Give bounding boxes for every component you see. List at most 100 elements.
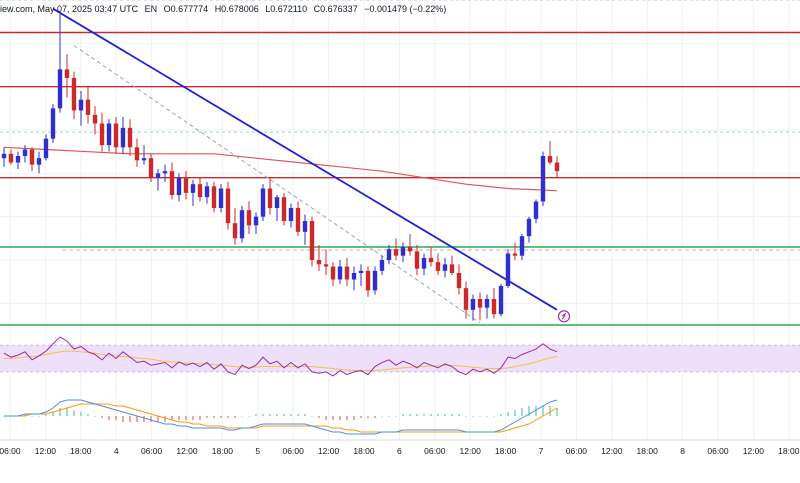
channel-dashed-trendline [73,45,481,324]
candle-body [442,264,448,271]
time-tick-label: 06:00 [707,446,729,456]
macd-histogram-bar [493,416,495,417]
macd-histogram-bar [241,416,243,417]
time-tick-label: 18:00 [353,446,375,456]
macd-signal-line [4,403,558,433]
moving-average-line [3,146,558,192]
macd-histogram-bar [108,416,110,420]
time-tick-label: 12:00 [318,446,340,456]
candle-body [50,108,56,139]
macd-histogram-bar [178,416,180,420]
candle-body [211,186,217,208]
macd-histogram-bar [136,416,138,422]
macd-histogram-bar [318,416,320,418]
candle-body [141,158,147,161]
time-tick-label: 7 [539,446,544,456]
candle-body [183,177,189,193]
time-tick-label: 8 [680,446,685,456]
candle-body [484,299,490,308]
candle-body [505,253,511,286]
candle-body [57,69,63,109]
macd-histogram-bar [199,416,201,420]
macd-histogram-bar [276,414,278,416]
candle-body [204,186,210,198]
macd-histogram-bar [129,416,131,422]
time-tick-label: 06:00 [566,446,588,456]
bearish-trendline [52,7,558,311]
candle-body [372,270,378,291]
ohlc-header: iew.com, May 07, 2025 03:47 UTC EN O0.67… [0,4,450,14]
candle-body [407,247,413,252]
candle-body [15,156,21,163]
candle-body [540,156,546,202]
candle-body [29,149,35,165]
candle-body [330,266,336,280]
time-tick-label: 18:00 [70,446,92,456]
macd-histogram-bar [150,416,152,422]
time-tick-label: 6 [397,446,402,456]
candle-body [512,253,518,256]
candle-body [421,257,427,269]
candle-body [176,177,182,195]
candle-body [225,188,231,224]
macd-histogram-bar [416,414,418,416]
macd-histogram-bar [465,416,467,417]
macd-histogram-bar [458,414,460,416]
alert-icon[interactable] [557,310,571,323]
rsi-ma-line [4,350,558,372]
time-tick-label: 06:00 [283,446,305,456]
macd-histogram-bar [157,416,159,422]
candle-body [169,171,175,195]
macd-histogram-bar [360,416,362,418]
candle-body [260,188,266,217]
macd-histogram-bar [388,416,390,417]
macd-histogram-bar [164,416,166,422]
macd-histogram-bar [353,416,355,420]
candle-body [358,270,364,273]
candle-body [197,184,203,198]
candle-body [344,266,350,280]
candle-body [134,147,140,161]
macd-histogram-bar [339,416,341,420]
candle-body [155,173,161,178]
candle-body [498,286,504,315]
macd-histogram-bar [80,412,82,416]
macd-histogram-bar [444,414,446,416]
macd-histogram-bar [213,416,215,418]
candle-body [92,114,98,124]
candle-body [267,188,273,208]
macd-histogram-bar [472,416,474,417]
macd-histogram-bar [409,414,411,416]
candle-body [99,123,105,146]
time-axis: 06:00 12:00 18:00 4 06:00 12:00 18:00 5 06:00 12:… [0,439,800,456]
candle-body [477,299,483,308]
macd-histogram-bar [143,416,145,422]
macd-histogram-bar [87,414,89,416]
candle-body [295,208,301,232]
candle-body [281,197,287,221]
candle-body [113,123,119,148]
candle-body [316,260,322,265]
macd-histogram-bar [451,414,453,416]
macd-histogram-bar [269,414,271,416]
macd-histogram-bar [38,416,40,417]
macd-histogram-bar [535,406,537,416]
candle-body [554,162,560,172]
trendlines[interactable] [52,7,558,324]
macd-panel [3,399,558,435]
candle-body [393,249,399,256]
macd-histogram-bar [24,414,26,416]
time-tick-label: 12:00 [743,446,765,456]
time-tick-label: 06:00 [0,446,21,456]
candle-body [190,184,196,193]
macd-histogram-bar [556,408,558,416]
candle-body [414,251,420,269]
candle-body [85,99,91,115]
candle-body [288,208,294,221]
candles[interactable] [1,10,560,321]
time-tick-label: 06:00 [141,446,163,456]
time-tick-label: 18:00 [212,446,234,456]
macd-line [4,399,558,435]
time-tick-label: 06:00 [424,446,446,456]
